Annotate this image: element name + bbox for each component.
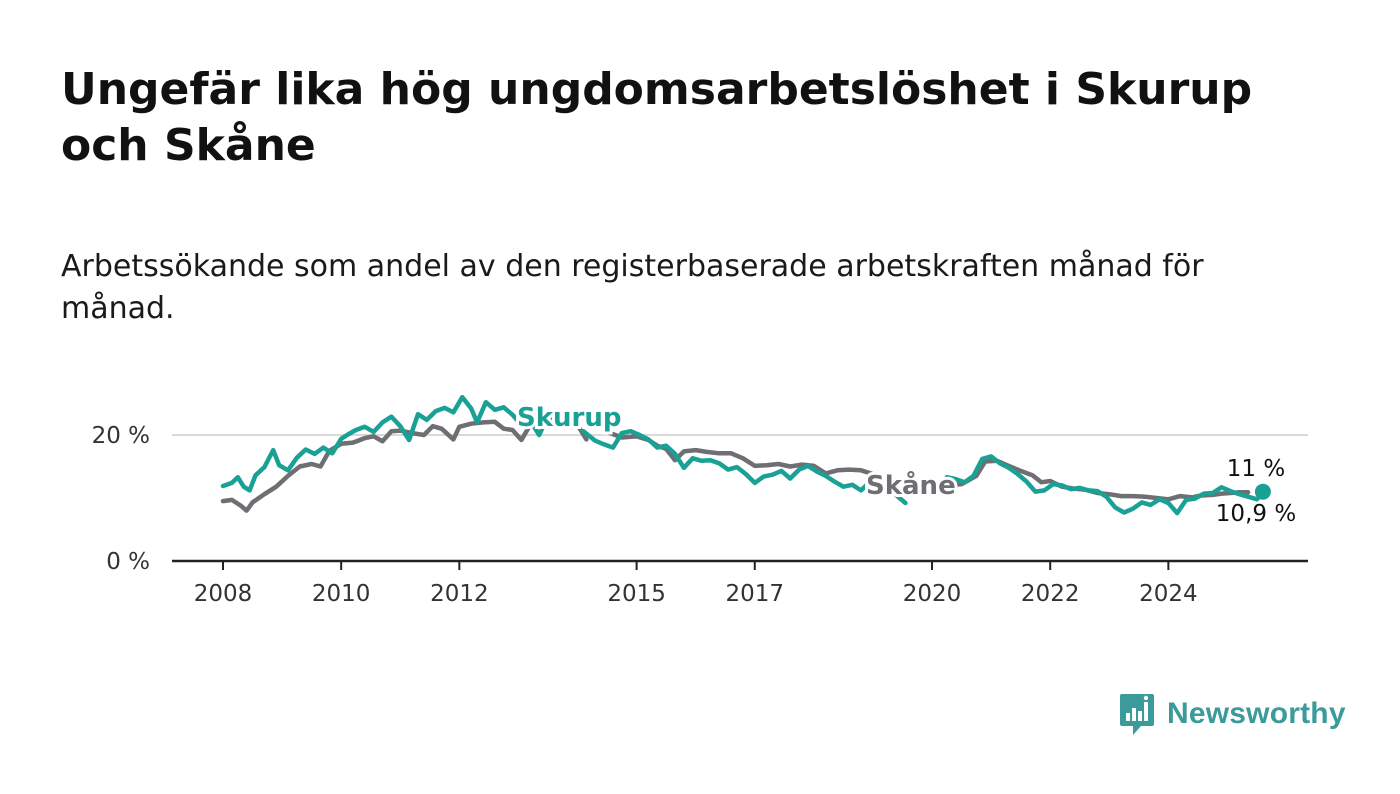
- end-value-skurup: 11 %: [1227, 456, 1285, 482]
- series-labels: Skurup Skåne 11 % 10,9 %: [514, 400, 1299, 530]
- x-tick-label: 2012: [430, 581, 489, 607]
- x-tick-label: 2022: [1021, 581, 1080, 607]
- series-line-skurup: [581, 428, 908, 506]
- series-label-skane: Skåne: [866, 469, 956, 501]
- x-axis: 2008 2010 2012 2015 2017 2020 2022 2024: [172, 559, 1308, 607]
- end-point-marker: [1254, 483, 1271, 500]
- series-line-skne: [220, 417, 589, 513]
- end-value-skane: 10,9 %: [1216, 501, 1296, 527]
- chart-title: Ungefär lika hög ungdomsarbetslöshet i S…: [61, 64, 1253, 171]
- y-tick-label: 20 %: [92, 423, 150, 449]
- y-tick-label: 0 %: [106, 549, 150, 575]
- series-lines: [220, 394, 1271, 516]
- series-line-skurup: [944, 454, 1266, 516]
- x-tick-label: 2015: [607, 581, 666, 607]
- newsworthy-logo-icon: [1120, 694, 1154, 735]
- brand-name: Newsworthy: [1167, 697, 1346, 730]
- chart-subtitle: Arbetssökande som andel av den registerb…: [61, 249, 1204, 326]
- y-axis: 0 % 20 %: [92, 423, 150, 575]
- x-tick-label: 2008: [194, 581, 253, 607]
- x-tick-label: 2017: [725, 581, 784, 607]
- x-tick-label: 2024: [1139, 581, 1198, 607]
- series-label-skurup: Skurup: [517, 403, 621, 433]
- x-tick-label: 2020: [903, 581, 962, 607]
- x-tick-label: 2010: [312, 581, 371, 607]
- series-line-skurup: [220, 394, 560, 493]
- brand-logo[interactable]: Newsworthy: [1119, 690, 1346, 738]
